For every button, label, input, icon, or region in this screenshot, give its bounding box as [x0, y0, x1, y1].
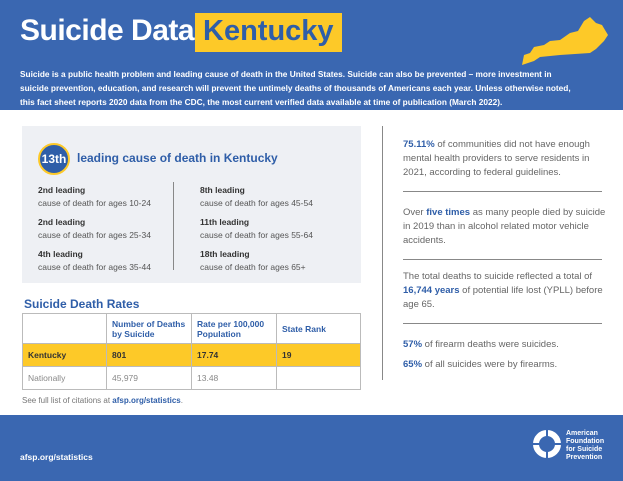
- header-cell: State Rank: [276, 313, 361, 344]
- footer: afsp.org/statistics American Foundation fo…: [0, 415, 623, 481]
- header-cell: Number of Deaths by Suicide: [106, 313, 192, 344]
- cell: Kentucky: [22, 343, 107, 367]
- leading-item: 8th leading cause of death for ages 45-54: [200, 185, 313, 208]
- header-cell: Rate per 100,000 Population: [191, 313, 277, 344]
- table-row-national: Nationally 45,979 13.48: [22, 366, 361, 390]
- cell: Nationally: [22, 366, 107, 390]
- header: Suicide Data: Kentucky Suicide is a publ…: [0, 0, 623, 110]
- fact: 57% of firearm deaths were suicides.: [403, 339, 559, 350]
- footer-url[interactable]: afsp.org/statistics: [20, 452, 93, 462]
- life-ring-logo-icon: [533, 430, 561, 458]
- rates-table: Number of Deaths by Suicide Rate per 100…: [22, 313, 361, 390]
- divider: [403, 323, 602, 324]
- cell: 17.74: [191, 343, 277, 367]
- page-title: Suicide Data:: [20, 14, 204, 47]
- cell: 19: [276, 343, 361, 367]
- state-name-badge: Kentucky: [195, 13, 342, 52]
- fact: Over five times as many people died by s…: [403, 207, 606, 246]
- divider: [403, 191, 602, 192]
- divider: [403, 259, 602, 260]
- logo-text: American Foundation for Suicide Prevention: [566, 430, 605, 461]
- citation: See full list of citations at afsp.org/s…: [22, 396, 183, 405]
- citation-link[interactable]: afsp.org/statistics: [112, 396, 181, 405]
- cell: 45,979: [106, 366, 192, 390]
- leading-item: 2nd leading cause of death for ages 10-24: [38, 185, 151, 208]
- kentucky-map-icon: [522, 17, 608, 65]
- fact: 65% of all suicides were by firearms.: [403, 359, 558, 370]
- cell: 13.48: [191, 366, 277, 390]
- rank-badge: 13th: [38, 143, 70, 175]
- leading-item: 4th leading cause of death for ages 35-44: [38, 249, 151, 272]
- leading-item: 18th leading cause of death for ages 65+: [200, 249, 306, 272]
- table-header: Number of Deaths by Suicide Rate per 100…: [22, 313, 361, 344]
- divider: [173, 182, 174, 270]
- cell: [276, 366, 361, 390]
- rates-heading: Suicide Death Rates: [24, 297, 140, 311]
- fact: 75.11% of communities did not have enoug…: [403, 139, 590, 178]
- leading-item: 11th leading cause of death for ages 55-6…: [200, 217, 313, 240]
- rank-label: leading cause of death in Kentucky: [77, 151, 278, 165]
- fact: The total deaths to suicide reflected a …: [403, 271, 603, 310]
- column-divider: [382, 126, 383, 380]
- cell: 801: [106, 343, 192, 367]
- leading-causes-panel: 13th leading cause of death in Kentucky …: [22, 126, 361, 283]
- table-row-state: Kentucky 801 17.74 19: [22, 343, 361, 367]
- header-cell: [22, 313, 107, 344]
- leading-item: 2nd leading cause of death for ages 25-34: [38, 217, 151, 240]
- intro-text: Suicide is a public health problem and l…: [20, 69, 571, 107]
